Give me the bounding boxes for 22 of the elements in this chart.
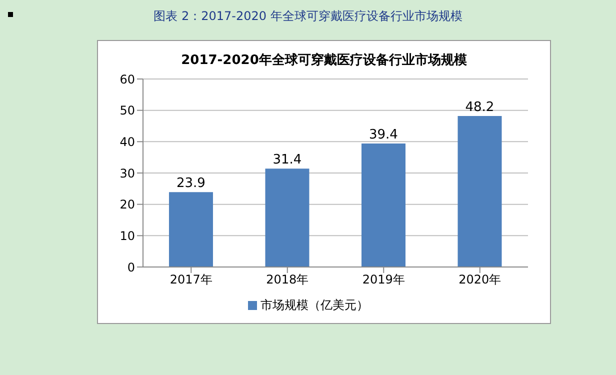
data-label: 39.4 [369, 128, 398, 143]
y-tick-label: 60 [120, 72, 135, 86]
data-label: 48.2 [465, 100, 494, 115]
data-label: 31.4 [272, 152, 302, 168]
data-label: 23.9 [176, 176, 206, 192]
bar [458, 116, 502, 267]
y-tick-label: 50 [120, 104, 135, 118]
y-tick-label: 20 [120, 198, 135, 212]
x-tick-label: 2020年 [458, 272, 502, 287]
bar [168, 192, 213, 267]
y-tick-label: 10 [120, 228, 135, 243]
bar [265, 168, 310, 267]
bar [361, 144, 406, 267]
x-tick-label: 2018年 [266, 272, 309, 287]
y-tick-label: 30 [120, 166, 135, 180]
chart-title: 2017-2020年全球可穿戴医疗设备行业市场规模 [180, 52, 468, 69]
y-tick-label: 40 [120, 134, 135, 149]
legend-label: 市场规模（亿美元） [260, 298, 368, 312]
x-tick-label: 2017年 [170, 272, 212, 287]
x-tick-label: 2019年 [362, 272, 405, 287]
text: 图表 2：2017-2020 年全球可穿戴医疗设备行业市场规模 [152, 8, 464, 25]
y-tick-label: 0 [127, 260, 135, 274]
